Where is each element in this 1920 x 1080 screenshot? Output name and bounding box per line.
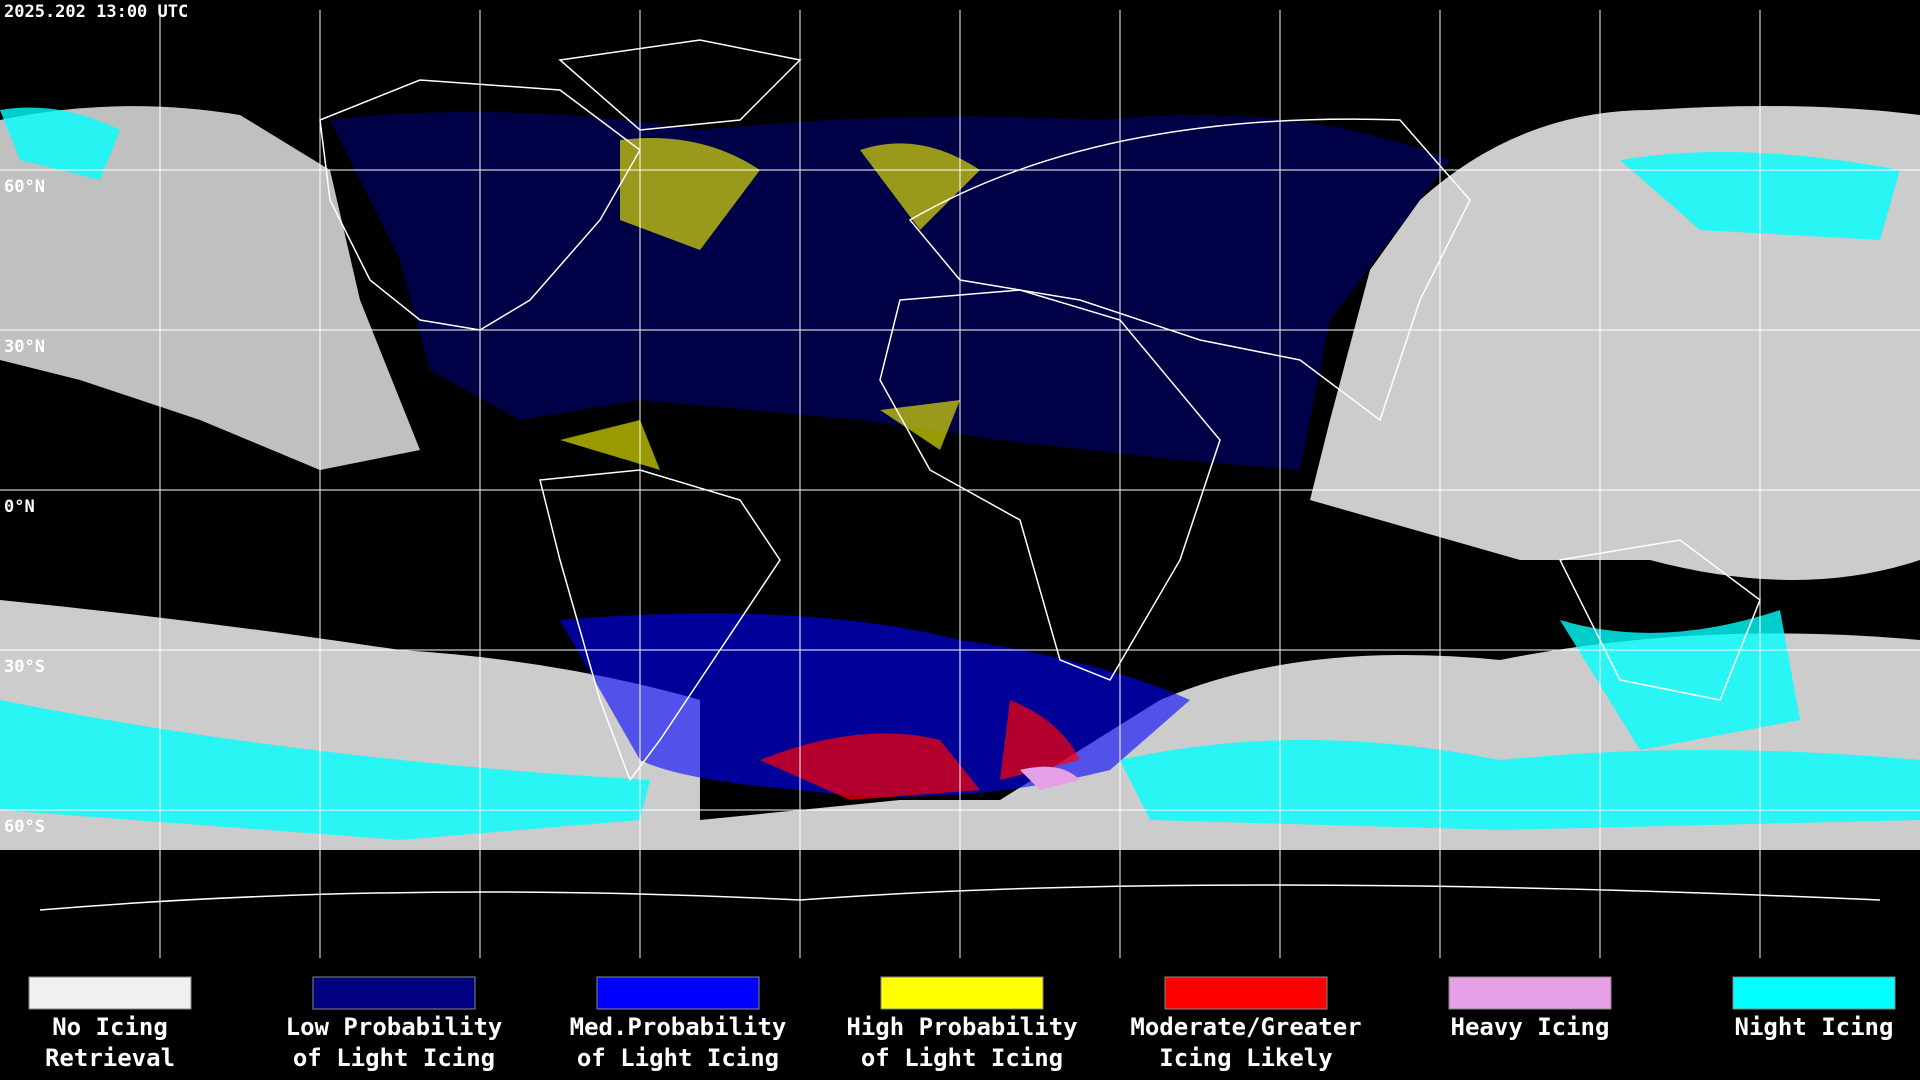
north-america	[319, 79, 641, 331]
legend-swatch	[1164, 976, 1328, 1010]
legend-swatch	[312, 976, 476, 1010]
legend-label: Low Probability	[286, 1013, 503, 1041]
latitude-label: 30°S	[4, 657, 45, 677]
legend-label: Heavy Icing	[1451, 1013, 1610, 1041]
latitude-label: 0°N	[4, 497, 35, 517]
timestamp: 2025.202 13:00 UTC	[4, 2, 188, 22]
legend-label: Icing Likely	[1159, 1044, 1332, 1072]
heavy-icing-area	[1020, 766, 1080, 790]
greenland	[558, 39, 802, 131]
legend-swatch	[596, 976, 760, 1010]
eurasia	[908, 118, 1471, 422]
legend-label: Retrieval	[45, 1044, 175, 1072]
legend-label: of Light Icing	[861, 1044, 1063, 1072]
latitude-label: 60°N	[4, 177, 45, 197]
africa	[879, 289, 1221, 681]
legend-swatch	[880, 976, 1044, 1010]
legend-swatch	[1732, 976, 1896, 1010]
legend-label: Night Icing	[1735, 1013, 1894, 1041]
moderate-icing-area	[760, 700, 1080, 800]
latitude-label: 60°S	[4, 817, 45, 837]
legend-label: High Probability	[846, 1013, 1077, 1041]
legend-label: Med.Probability	[570, 1013, 787, 1041]
no-icing-area	[0, 106, 420, 470]
legend-swatch	[1448, 976, 1612, 1010]
night-icing-area	[0, 107, 1900, 750]
high-probability-area	[560, 138, 980, 470]
south-america	[539, 469, 781, 782]
antarctica	[39, 884, 1881, 911]
legend-label: of Light Icing	[293, 1044, 495, 1072]
legend-label: Moderate/Greater	[1130, 1013, 1361, 1041]
legend-label: No Icing	[52, 1013, 168, 1041]
latitude-label: 30°N	[4, 337, 45, 357]
legend-label: of Light Icing	[577, 1044, 779, 1072]
coastlines	[39, 39, 1881, 911]
legend-swatch	[28, 976, 192, 1010]
graticule: 60°N 30°N 0°N 30°S 60°S	[0, 10, 1920, 958]
legend: No Icing Retrieval Low Probability of Light…	[28, 976, 1896, 1072]
